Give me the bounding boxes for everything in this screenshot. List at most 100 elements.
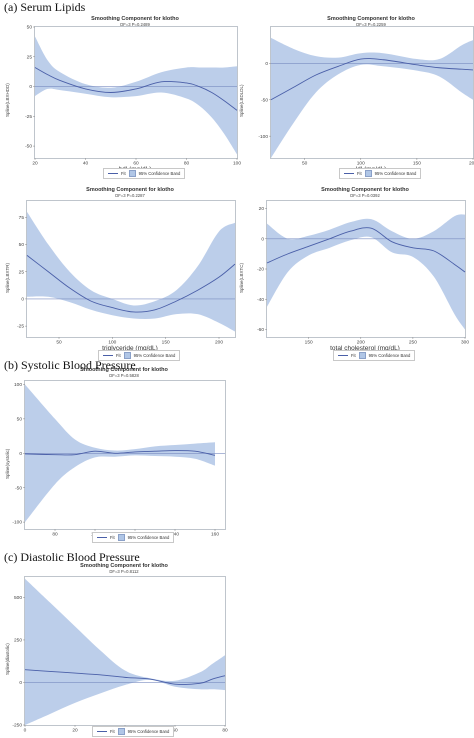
plot-area: 50 100 150 200 -25 0 25 50 75 <box>17 200 236 346</box>
confidence-band <box>267 214 465 330</box>
chart-legend: Fit 95% Confidence Band <box>98 350 181 361</box>
chart-title: Smoothing Component for klotho <box>80 367 168 373</box>
y-tick-label: 25 <box>27 54 33 60</box>
chart-legend: Fit 95% Confidence Band <box>333 350 416 361</box>
section-title-serum-lipids: (a) Serum Lipids <box>4 0 86 14</box>
x-tick-label: 140 <box>171 532 179 538</box>
y-tick-label: 20 <box>259 206 265 212</box>
legend-band-swatch <box>117 534 125 541</box>
legend-fit-swatch <box>344 173 354 174</box>
chart-title: Smoothing Component for klotho <box>80 563 168 569</box>
y-tick-label: -100 <box>12 520 22 526</box>
legend-fit-label: Fit <box>357 171 362 176</box>
x-tick-label: 40 <box>83 161 89 167</box>
plot-area: 50 100 150 200 -100 -50 0 <box>258 26 474 167</box>
legend-band-swatch <box>123 352 131 359</box>
legend-band-swatch <box>128 170 136 177</box>
legend-fit-swatch <box>97 537 107 538</box>
chart-legend: Fit 95% Confidence Band <box>92 532 175 543</box>
fit-line <box>34 67 238 111</box>
legend-band-swatch <box>364 170 372 177</box>
x-tick-label: 50 <box>56 340 62 346</box>
y-tick-label: 250 <box>14 638 22 644</box>
x-tick-label: 300 <box>461 340 469 346</box>
chart-title: Smoothing Component for klotho <box>86 187 174 193</box>
y-tick-label: 100 <box>14 382 22 388</box>
chart-ldl: Smoothing Component for klotho DF=3 P=0.2… <box>238 8 474 179</box>
y-axis-label: Spline(LBXHDD) <box>5 82 10 117</box>
x-tick-label: 80 <box>222 728 228 734</box>
legend-band-label: 95% Confidence Band <box>127 535 170 540</box>
legend-fit-label: Fit <box>110 535 115 540</box>
y-tick-label: -20 <box>257 267 264 273</box>
chart-subtitle: DF=3 P=0.5828 <box>109 373 139 378</box>
confidence-band <box>27 211 235 332</box>
legend-band-label: 95% Confidence Band <box>138 171 181 176</box>
chart-subtitle: DF=3 P=0.2489 <box>120 22 150 27</box>
y-tick-label: 0 <box>21 297 24 303</box>
y-tick-label: 50 <box>17 416 23 422</box>
legend-fit-swatch <box>108 173 118 174</box>
x-tick-label: 250 <box>409 340 417 346</box>
chart-diastolic: Smoothing Component for klotho DF=3 P=0.8… <box>4 560 236 738</box>
chart-triglyceride: Smoothing Component for klotho DF=3 P=0.2… <box>4 184 236 361</box>
chart-title: Smoothing Component for klotho <box>321 187 409 193</box>
chart-subtitle: DF=3 P=0.0392 <box>350 193 380 198</box>
y-tick-label: -250 <box>12 723 22 729</box>
confidence-band <box>271 37 473 158</box>
section-title-diastolic: (c) Diastolic Blood Pressure <box>4 550 140 564</box>
x-tick-label: 200 <box>215 340 223 346</box>
x-tick-label: 20 <box>32 161 38 167</box>
y-tick-label: -50 <box>25 144 32 150</box>
chart-legend: Fit 95% Confidence Band <box>103 168 186 179</box>
legend-band-swatch <box>117 728 125 735</box>
x-tick-label: 20 <box>72 728 78 734</box>
y-tick-label: 75 <box>19 215 25 221</box>
chart-subtitle: DF=3 P=0.2259 <box>356 22 386 27</box>
y-axis-label: Spline(LBXTC) <box>239 262 244 293</box>
y-tick-label: 0 <box>261 236 264 242</box>
x-tick-label: 0 <box>24 728 27 734</box>
x-tick-label: 150 <box>162 340 170 346</box>
chart-total_cholesterol: Smoothing Component for klotho DF=3 P=0.0… <box>238 184 472 361</box>
x-tick-label: 200 <box>357 340 365 346</box>
x-tick-label: 60 <box>172 728 178 734</box>
x-tick-label: 80 <box>52 532 58 538</box>
legend-fit-swatch <box>338 355 348 356</box>
x-axis-label: triglyceride (mg/dL) <box>102 345 158 352</box>
x-tick-label: 60 <box>133 161 139 167</box>
y-tick-label: 0 <box>29 84 32 90</box>
fit-line <box>266 227 466 273</box>
y-tick-label: 25 <box>19 269 25 275</box>
chart-subtitle: DF=3 P=0.2287 <box>115 193 145 198</box>
y-axis-label: Spline(systolic) <box>5 448 10 479</box>
x-tick-label: 100 <box>357 161 365 167</box>
x-tick-label: 150 <box>305 340 313 346</box>
legend-fit-label: Fit <box>116 353 121 358</box>
y-tick-label: -40 <box>257 297 264 303</box>
chart-title: Smoothing Component for klotho <box>91 16 179 22</box>
legend-band-label: 95% Confidence Band <box>368 353 411 358</box>
legend-band-label: 95% Confidence Band <box>374 171 417 176</box>
x-tick-label: 80 <box>184 161 190 167</box>
y-tick-label: -25 <box>25 114 32 120</box>
fit-line <box>26 255 236 313</box>
y-tick-label: -25 <box>17 324 24 330</box>
fit-line <box>270 58 474 101</box>
y-tick-label: 50 <box>27 25 33 31</box>
y-axis-label: Spline(LBDLDL) <box>239 83 244 117</box>
x-tick-label: 160 <box>211 532 219 538</box>
legend-band-swatch <box>358 352 366 359</box>
y-tick-label: -50 <box>15 485 22 491</box>
chart-legend: Fit 95% Confidence Band <box>92 726 175 737</box>
plot-svg: 50 100 150 200 -100 -50 0 <box>258 37 474 167</box>
x-tick-label: 150 <box>413 161 421 167</box>
y-axis-label: Spline(diastolic) <box>5 643 10 675</box>
plot-area: 20 40 60 80 100 -50 -25 0 25 50 <box>25 25 241 167</box>
chart-systolic: Smoothing Component for klotho DF=3 P=0.5… <box>4 364 236 544</box>
y-tick-label: 50 <box>19 242 25 248</box>
legend-band-label: 95% Confidence Band <box>127 729 170 734</box>
